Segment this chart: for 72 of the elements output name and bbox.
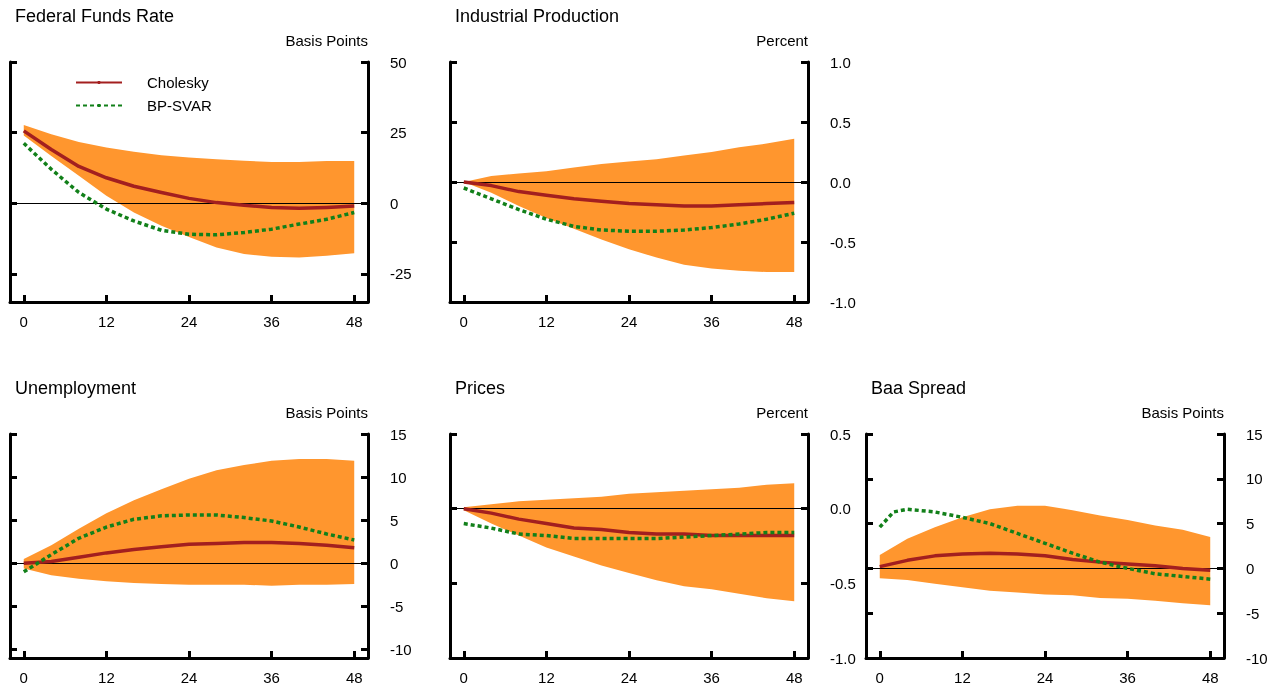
x-tick-label: 36 <box>703 313 720 330</box>
x-tick-label: 36 <box>1119 669 1136 686</box>
x-tick-label: 0 <box>459 669 468 686</box>
y-tick-label: 0 <box>1246 559 1255 577</box>
y-tick-label: 50 <box>390 53 407 71</box>
line-series <box>22 141 356 237</box>
y-tick-label: 15 <box>390 425 407 443</box>
x-tick-label: 0 <box>459 313 468 330</box>
y-axis-title: Percent <box>756 404 809 421</box>
x-tick-label: 0 <box>19 669 28 686</box>
x-tick-label: 24 <box>620 313 638 330</box>
y-tick-label: 0.5 <box>830 113 851 131</box>
y-tick-label: 15 <box>1246 425 1263 443</box>
line-series <box>462 180 796 208</box>
y-tick-label: -25 <box>390 265 412 283</box>
y-tick-label: -10 <box>1246 649 1268 667</box>
x-tick-label: 24 <box>1036 669 1054 686</box>
x-tick-label: 0 <box>875 669 884 686</box>
x-tick-label: 0 <box>19 313 28 330</box>
chart-title: Baa Spread <box>871 378 967 398</box>
y-tick-label: 5 <box>1246 515 1255 533</box>
y-tick-label: -5 <box>1246 604 1260 622</box>
x-tick-label: 12 <box>954 669 971 686</box>
legend-label: BP-SVAR <box>147 97 212 114</box>
x-tick-label: 24 <box>620 669 638 686</box>
y-tick-label: 0.0 <box>830 500 851 518</box>
line-series <box>878 551 1212 572</box>
chart-title: Prices <box>455 378 506 398</box>
chart-title: Federal Funds Rate <box>15 6 175 26</box>
line-series <box>22 540 356 565</box>
y-tick-label: -1.0 <box>830 649 856 667</box>
chart-title: Industrial Production <box>455 6 620 26</box>
x-tick-label: 24 <box>180 313 198 330</box>
y-axis-title: Basis Points <box>285 404 368 421</box>
y-tick-label: 0 <box>390 194 399 212</box>
y-axis-title: Basis Points <box>285 32 368 49</box>
x-tick-label: 48 <box>785 313 803 330</box>
line-series <box>22 129 356 211</box>
y-tick-label: -1.0 <box>830 293 856 311</box>
y-axis-title: Percent <box>756 32 809 49</box>
y-tick-label: -5 <box>390 597 404 615</box>
x-tick-label: 48 <box>345 669 363 686</box>
y-tick-label: -0.5 <box>830 233 856 251</box>
x-tick-label: 48 <box>1201 669 1219 686</box>
chart-title: Unemployment <box>15 378 137 398</box>
x-tick-label: 12 <box>98 669 115 686</box>
x-tick-label: 48 <box>785 669 803 686</box>
y-tick-label: 0.0 <box>830 173 851 191</box>
line-series <box>462 186 796 233</box>
y-tick-label: 1.0 <box>830 53 851 71</box>
x-tick-label: 36 <box>703 669 720 686</box>
x-tick-label: 12 <box>98 313 115 330</box>
line-series <box>22 513 356 574</box>
y-tick-label: 10 <box>390 468 407 486</box>
x-tick-label: 48 <box>345 313 363 330</box>
x-tick-label: 36 <box>263 313 280 330</box>
y-tick-label: 25 <box>390 124 407 142</box>
x-tick-label: 12 <box>538 313 555 330</box>
y-tick-label: 10 <box>1246 470 1263 488</box>
y-tick-label: 5 <box>390 511 399 529</box>
y-tick-label: -0.5 <box>830 574 856 592</box>
x-tick-label: 12 <box>538 669 555 686</box>
line-series <box>462 521 796 541</box>
x-tick-label: 24 <box>180 669 198 686</box>
y-tick-label: 0.5 <box>830 425 851 443</box>
y-axis-title: Basis Points <box>1141 404 1224 421</box>
x-tick-label: 36 <box>263 669 280 686</box>
legend-label: Cholesky <box>147 74 210 91</box>
y-tick-label: 0 <box>390 554 399 572</box>
line-series <box>462 506 796 538</box>
y-tick-label: -10 <box>390 640 412 658</box>
line-series <box>878 507 1212 581</box>
